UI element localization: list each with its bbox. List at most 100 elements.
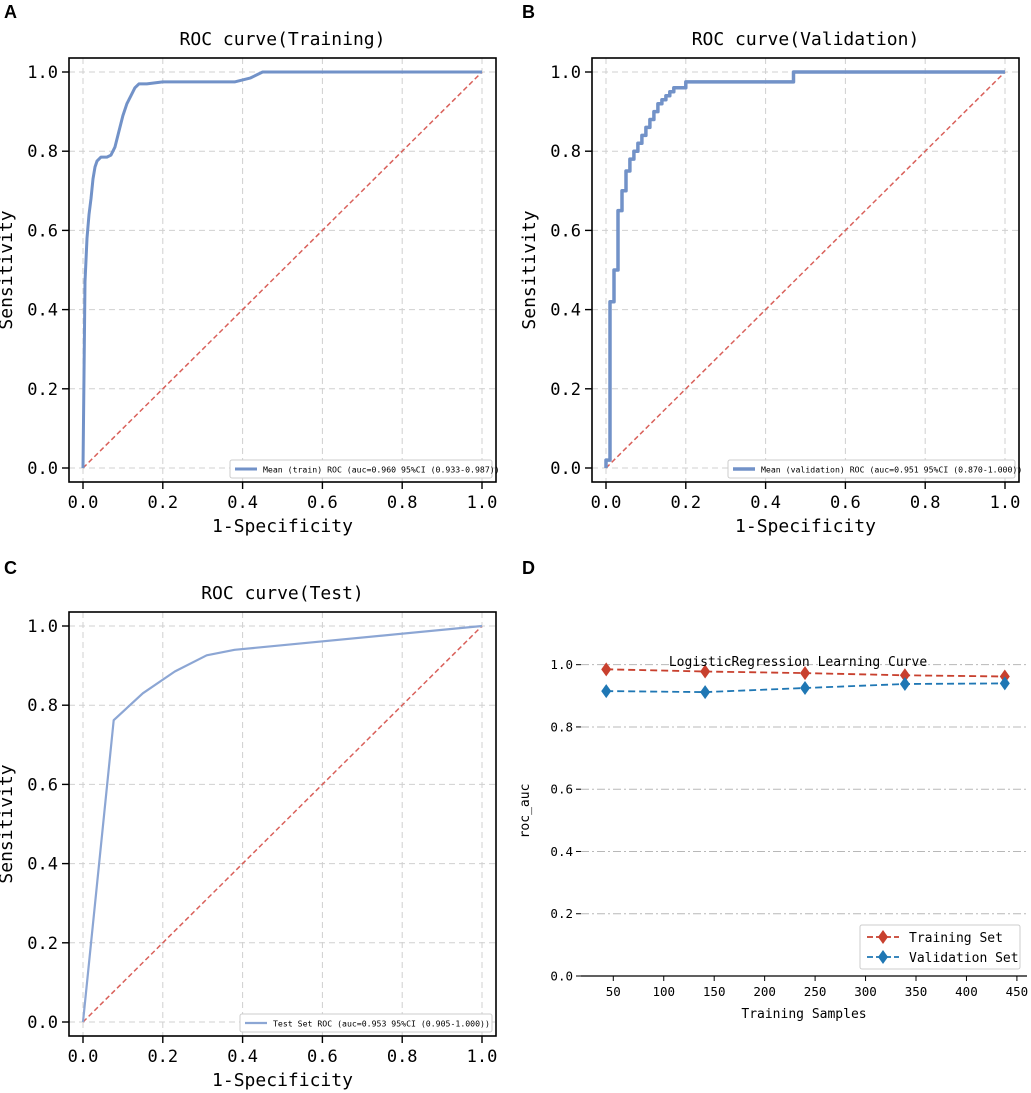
chance-diagonal-line	[82, 71, 483, 469]
validation-set-point	[999, 676, 1010, 691]
training-set-point	[700, 664, 711, 679]
y-tick-label: 0.4	[27, 301, 58, 321]
legend-label: Mean (validation) ROC (auc=0.951 95%CI (…	[761, 465, 1022, 475]
chance-diagonal-line	[605, 71, 1006, 469]
x-tick-label: 0.0	[68, 1047, 99, 1067]
x-tick-label: 0.4	[750, 493, 781, 513]
x-tick-label: 50	[606, 984, 621, 999]
panel-label-c: C	[4, 558, 17, 578]
x-tick-label: 100	[652, 984, 675, 999]
validation-set-point	[700, 685, 711, 700]
roc-training-chart: 0.0 0.0 0.2 0.2 0.4 0.4 0.6 0.6 0.8 0.8 1.0 1.0 ROC …	[0, 29, 500, 537]
learning-curve-chart: 0.0 0.2 0.4 0.6 0.8 1.0 50 100 150 200 250 300 350 40…	[518, 655, 1028, 1022]
plot-frame	[68, 611, 497, 1037]
chart-title: ROC curve(Validation)	[692, 29, 920, 50]
x-tick-label: 150	[703, 984, 726, 999]
x-tick-label: 0.0	[591, 493, 622, 513]
chart-title: LogisticRegression Learning Curve	[669, 655, 927, 670]
x-axis-label: 1-Specificity	[212, 516, 353, 537]
x-tick-label: 0.6	[830, 493, 861, 513]
y-tick-label: 0.4	[27, 855, 58, 875]
y-tick-label: 0.0	[550, 969, 573, 984]
y-tick-label: 0.0	[550, 459, 581, 479]
y-tick-label: 0.4	[550, 844, 573, 859]
y-tick-label: 1.0	[550, 657, 573, 672]
y-tick-label: 0.8	[550, 719, 573, 734]
y-tick-label: 0.8	[27, 142, 58, 162]
y-axis-label: Sensitivity	[0, 210, 17, 329]
panel-label-a: A	[4, 2, 17, 22]
x-tick-label: 200	[753, 984, 776, 999]
x-tick-label: 0.4	[227, 493, 258, 513]
plot-frame	[591, 57, 1020, 483]
roc-test-chart: 0.0 0.0 0.2 0.2 0.4 0.4 0.6 0.6 0.8 0.8 1.0 1.0 ROC …	[0, 583, 497, 1091]
x-tick-label: 450	[1006, 984, 1029, 999]
validation-set-point	[601, 684, 612, 699]
legend-label: Training Set	[909, 931, 1003, 946]
y-tick-label: 0.2	[550, 906, 573, 921]
y-tick-label: 0.6	[550, 782, 573, 797]
y-axis-label: roc_auc	[518, 784, 533, 839]
training-set-point	[800, 666, 811, 681]
validation-set-point	[899, 676, 910, 691]
x-tick-label: 0.2	[147, 493, 178, 513]
x-tick-label: 1.0	[467, 1047, 498, 1067]
chance-diagonal-line	[82, 625, 483, 1023]
x-tick-label: 0.6	[307, 1047, 338, 1067]
y-tick-label: 0.8	[27, 696, 58, 716]
x-tick-label: 0.8	[387, 1047, 418, 1067]
y-tick-label: 0.6	[550, 221, 581, 241]
training-set-point	[899, 668, 910, 683]
x-tick-label: 350	[905, 984, 928, 999]
y-tick-label: 0.2	[550, 380, 581, 400]
x-tick-label: 250	[804, 984, 827, 999]
plot-frame	[68, 57, 497, 483]
legend-box	[727, 459, 1016, 479]
roc-curve-line	[81, 70, 482, 469]
y-tick-label: 0.6	[27, 221, 58, 241]
x-axis-label: Training Samples	[741, 1007, 866, 1022]
legend-label: Test Set ROC (auc=0.953 95%CI (0.905-1.0…	[273, 1019, 490, 1029]
legend-box	[229, 459, 493, 479]
x-tick-label: 0.4	[227, 1047, 258, 1067]
y-tick-label: 1.0	[27, 63, 58, 83]
legend-box	[239, 1013, 493, 1033]
x-axis-label: 1-Specificity	[212, 1070, 353, 1091]
x-tick-label: 0.6	[307, 493, 338, 513]
y-tick-label: 0.0	[27, 459, 58, 479]
validation-set-point	[800, 681, 811, 696]
roc-curve-line	[604, 70, 1005, 468]
x-tick-label: 0.2	[147, 1047, 178, 1067]
legend-box	[859, 924, 1021, 970]
x-tick-label: 300	[854, 984, 877, 999]
x-tick-label: 0.0	[68, 493, 99, 513]
panel-label-b: B	[522, 2, 535, 22]
roc-validation-chart: 0.0 0.0 0.2 0.2 0.4 0.4 0.6 0.6 0.8 0.8 1.0 1.0 ROC …	[519, 29, 1022, 537]
x-tick-label: 0.2	[670, 493, 701, 513]
x-tick-label: 1.0	[467, 493, 498, 513]
y-tick-label: 0.0	[27, 1013, 58, 1033]
roc-curve-line	[81, 624, 483, 1023]
legend-label: Validation Set	[909, 951, 1019, 966]
y-tick-label: 0.2	[27, 380, 58, 400]
y-tick-label: 0.8	[550, 142, 581, 162]
y-axis-label: Sensitivity	[0, 764, 17, 883]
legend-swatch-marker	[878, 930, 888, 944]
y-tick-label: 0.4	[550, 301, 581, 321]
chart-title: ROC curve(Training)	[180, 29, 386, 50]
x-tick-label: 0.8	[387, 493, 418, 513]
y-tick-label: 1.0	[27, 617, 58, 637]
x-axis-label: 1-Specificity	[735, 516, 876, 537]
legend-swatch-marker	[878, 950, 888, 964]
training-set-point	[601, 662, 612, 677]
y-tick-label: 0.2	[27, 934, 58, 954]
y-tick-label: 0.6	[27, 775, 58, 795]
chart-title: ROC curve(Test)	[201, 583, 364, 604]
x-tick-label: 1.0	[990, 493, 1021, 513]
panel-label-d: D	[522, 558, 535, 578]
legend-label: Mean (train) ROC (auc=0.960 95%CI (0.933…	[263, 465, 500, 475]
x-tick-label: 0.8	[910, 493, 941, 513]
y-axis-label: Sensitivity	[519, 210, 540, 329]
y-tick-label: 1.0	[550, 63, 581, 83]
